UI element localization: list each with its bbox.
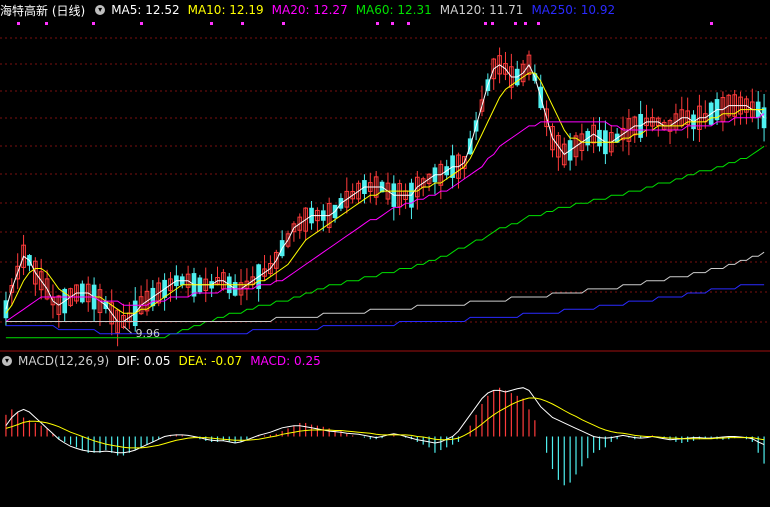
- candle-body: [479, 99, 485, 112]
- event-marker: [210, 22, 213, 25]
- macd-panel-header: ▾ MACD(12,26,9) DIF: 0.05 DEA: -0.07 MAC…: [0, 351, 770, 371]
- ma10-label: MA10: 12.19: [187, 3, 264, 17]
- candle-body: [356, 182, 361, 200]
- event-marker: [376, 22, 379, 25]
- stock-title: 海特高新 (日线): [0, 3, 86, 18]
- candle-body: [9, 284, 15, 293]
- event-marker: [282, 22, 285, 25]
- candle-body: [350, 191, 355, 200]
- candle-body: [15, 265, 21, 280]
- candle-body: [273, 251, 279, 269]
- event-marker: [17, 22, 20, 25]
- candle-body: [268, 262, 273, 275]
- event-marker: [45, 22, 48, 25]
- event-marker: [407, 22, 410, 25]
- event-marker: [140, 22, 143, 25]
- ma-line-ma20: [5, 113, 765, 322]
- candle-body: [556, 135, 561, 158]
- event-marker: [241, 22, 244, 25]
- candle-body: [303, 207, 308, 232]
- candle-body: [526, 54, 532, 76]
- candle-body: [344, 190, 350, 208]
- macd-name-label: MACD(12,26,9): [18, 354, 110, 368]
- dif-label: DIF: 0.05: [117, 354, 171, 368]
- ma-line-ma120: [5, 251, 765, 322]
- candle-body: [291, 223, 297, 233]
- ma60-label: MA60: 12.31: [355, 3, 432, 17]
- candle-body: [620, 127, 626, 141]
- ma20-label: MA20: 12.27: [271, 3, 348, 17]
- candle-body: [573, 135, 579, 158]
- candle-body: [144, 290, 150, 312]
- ma-line-ma250: [5, 284, 765, 335]
- candle-body: [462, 156, 467, 170]
- candle-body: [285, 233, 291, 247]
- ma5-label: MA5: 12.52: [111, 3, 180, 17]
- candle-body: [520, 63, 526, 83]
- candle-body: [491, 58, 497, 80]
- candle-body: [156, 282, 162, 304]
- candle-body: [561, 143, 567, 166]
- event-marker: [92, 22, 95, 25]
- candle-body: [544, 108, 549, 128]
- candle-body: [262, 268, 267, 277]
- candle-body: [415, 176, 420, 198]
- event-marker: [537, 22, 540, 25]
- candle-body: [21, 244, 26, 268]
- dea-label: DEA: -0.07: [178, 354, 243, 368]
- ma-line-ma10: [5, 72, 765, 314]
- chevron-down-icon[interactable]: ▾: [2, 356, 12, 366]
- candle-body: [33, 260, 38, 285]
- price-panel-header: 海特高新 (日线) ▾ MA5: 12.52 MA10: 12.19 MA20:…: [0, 0, 770, 20]
- chevron-down-icon[interactable]: ▾: [95, 5, 106, 15]
- candle-body: [297, 216, 303, 231]
- candle-body: [56, 295, 62, 315]
- event-marker: [391, 22, 394, 25]
- candle-body: [168, 278, 173, 292]
- event-marker: [484, 22, 487, 25]
- dea-line: [5, 397, 765, 449]
- low-annotation-arrow: [123, 325, 132, 334]
- event-marker: [524, 22, 527, 25]
- candle-body: [503, 63, 508, 75]
- candle-body: [38, 271, 44, 291]
- ma-line-ma5: [5, 63, 765, 322]
- ma120-label: MA120: 11.71: [439, 3, 524, 17]
- candle-body: [550, 126, 555, 151]
- macd-value-label: MACD: 0.25: [250, 354, 321, 368]
- candle-body: [591, 124, 596, 144]
- ma250-label: MA250: 10.92: [531, 3, 616, 17]
- candle-body: [109, 302, 115, 325]
- event-marker: [514, 22, 517, 25]
- dif-line: [5, 387, 765, 454]
- candle-body: [497, 55, 502, 75]
- candle-body: [426, 173, 432, 185]
- event-marker: [710, 22, 713, 25]
- ma-line-ma60: [5, 145, 765, 339]
- event-marker: [491, 22, 494, 25]
- low-price-label: 9.96: [135, 327, 160, 340]
- candle-body: [44, 278, 50, 300]
